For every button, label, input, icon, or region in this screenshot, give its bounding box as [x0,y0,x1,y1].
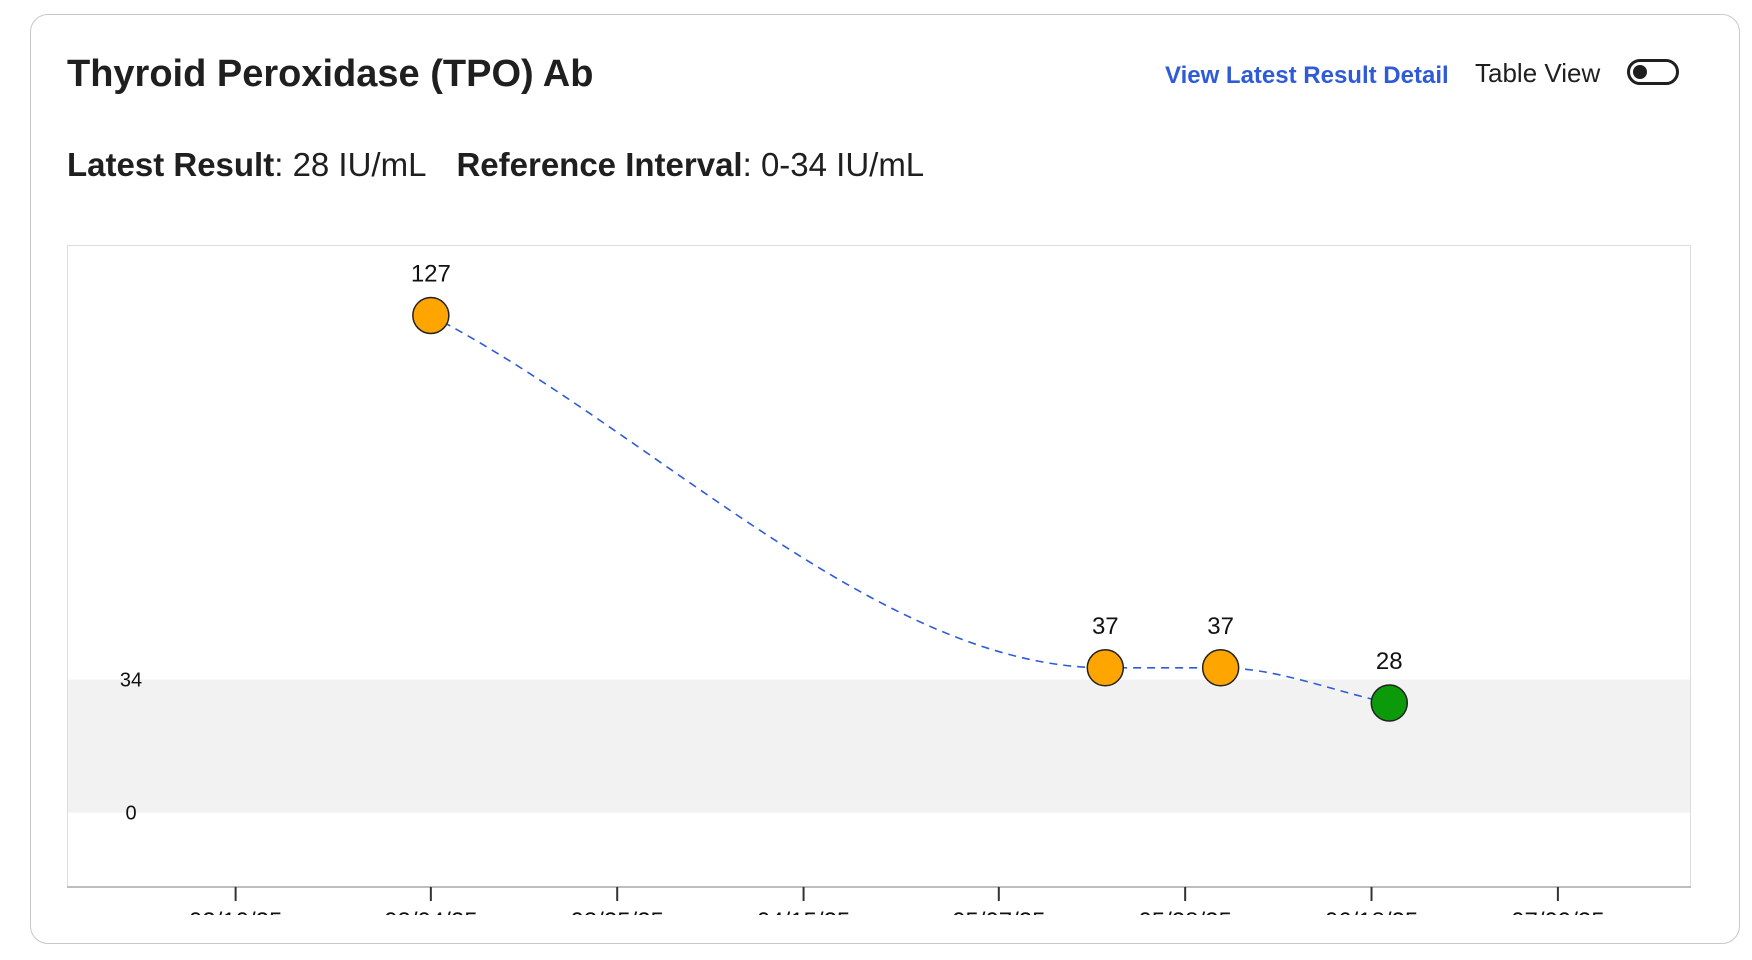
data-label: 37 [1207,613,1234,640]
x-tick-label: 05/28/25 [1138,908,1231,915]
view-latest-result-link[interactable]: View Latest Result Detail [1165,62,1449,89]
y-tick-label: 34 [120,670,142,692]
data-point [412,296,450,335]
result-summary: Latest Result: 28 IU/mL Reference Interva… [67,146,925,183]
reference-interval-label: Reference Interval [456,146,743,183]
data-label: 127 [411,260,451,287]
toggle-knob [1633,65,1647,79]
reference-range-band [68,679,1690,813]
data-point [1086,649,1125,687]
table-view-label: Table View [1475,58,1601,88]
data-label: 28 [1376,648,1403,675]
x-tick-label: 05/07/25 [952,908,1045,915]
x-tick-label: 02/10/25 [189,908,282,915]
latest-result-value: 28 IU/mL [292,146,427,183]
x-tick-label: 03/04/25 [384,908,477,915]
trend-chart: 0 34 02/10/25 03/04/25 03/25/25 04/15/25 05/07… [67,245,1691,915]
y-tick-label: 0 [125,803,136,825]
data-point [1201,649,1240,687]
latest-result-label: Latest Result [67,146,275,183]
data-point [1370,684,1409,722]
x-tick-label: 07/09/25 [1511,908,1604,915]
lab-result-card: Thyroid Peroxidase (TPO) Ab View Latest … [30,14,1740,944]
data-label: 37 [1092,613,1119,640]
x-tick-label: 03/25/25 [570,908,663,915]
x-tick-label: 04/15/25 [757,908,850,915]
test-title: Thyroid Peroxidase (TPO) Ab [67,53,594,95]
x-tick-label: 06/18/25 [1325,908,1418,915]
reference-interval-value: 0-34 IU/mL [760,146,925,183]
table-view-toggle[interactable] [1627,59,1679,85]
